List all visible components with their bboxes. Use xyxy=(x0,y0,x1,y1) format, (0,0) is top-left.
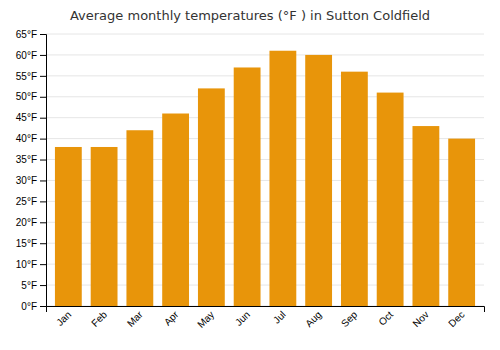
y-tick-mark xyxy=(40,55,46,56)
grid-line xyxy=(46,117,484,118)
bars xyxy=(55,51,475,306)
y-tick: 25°F xyxy=(16,196,46,207)
grid-line xyxy=(46,54,484,55)
x-tick: Mar xyxy=(125,308,145,328)
x-axis-line xyxy=(47,307,485,313)
y-tick-mark xyxy=(40,201,46,202)
y-tick-label: 45°F xyxy=(16,112,37,123)
x-tick-label: Jun xyxy=(233,309,252,328)
y-tick-label: 30°F xyxy=(16,175,37,186)
y-tick: 30°F xyxy=(16,175,46,186)
x-tick-label: Mar xyxy=(125,308,145,328)
x-tick: Jan xyxy=(54,309,73,328)
y-tick-mark xyxy=(40,97,46,98)
y-tick: 35°F xyxy=(16,154,46,165)
y-tick-label: 25°F xyxy=(16,196,37,207)
x-tick-label: Sep xyxy=(339,309,360,330)
bar xyxy=(341,72,368,306)
chart-container: Average monthly temperatures (°F ) in Su… xyxy=(0,0,500,350)
y-tick: 55°F xyxy=(16,71,46,82)
bar xyxy=(126,130,153,306)
bar xyxy=(412,126,439,306)
y-tick: 0°F xyxy=(21,301,46,312)
y-tick-mark xyxy=(40,34,46,35)
chart-title: Average monthly temperatures (°F ) in Su… xyxy=(70,8,430,23)
y-tick: 50°F xyxy=(16,91,46,102)
grid-line xyxy=(46,75,484,76)
y-tick-mark xyxy=(40,264,46,265)
y-tick-mark xyxy=(40,243,46,244)
y-tick-mark xyxy=(40,306,46,307)
y-tick-mark xyxy=(40,139,46,140)
bar xyxy=(162,114,189,306)
x-tick-label: Feb xyxy=(89,309,109,329)
y-axis-line xyxy=(40,35,47,307)
x-tick-label: Jan xyxy=(54,309,73,328)
y-tick: 5°F xyxy=(21,280,46,291)
x-tick: Jul xyxy=(271,309,288,326)
y-tick-label: 20°F xyxy=(16,217,37,228)
y-tick-mark xyxy=(40,222,46,223)
y-tick-label: 0°F xyxy=(21,301,37,312)
x-tick-label: Aug xyxy=(303,309,323,329)
grid-line xyxy=(46,34,484,35)
x-tick: Aug xyxy=(303,309,323,329)
grid-line xyxy=(46,96,484,97)
y-tick-label: 40°F xyxy=(16,133,37,144)
x-tick: May xyxy=(195,309,216,330)
y-tick-mark xyxy=(40,76,46,77)
x-tick: Sep xyxy=(339,309,360,330)
y-tick-mark xyxy=(40,285,46,286)
chart-svg: Average monthly temperatures (°F ) in Su… xyxy=(0,0,500,350)
bar xyxy=(377,93,404,306)
bar xyxy=(305,55,332,306)
x-tick-label: Nov xyxy=(410,309,430,329)
y-tick-mark xyxy=(40,160,46,161)
y-tick-label: 55°F xyxy=(16,71,37,82)
bar xyxy=(91,147,118,306)
plot-area: 0°F 5°F 10°F 15°F 20°F 25°F 30°F 35°F 40°F 45°F 50… xyxy=(16,29,485,330)
y-tick-mark xyxy=(40,180,46,181)
bar xyxy=(198,88,225,306)
y-tick-label: 50°F xyxy=(16,91,37,102)
y-tick-label: 5°F xyxy=(21,280,37,291)
x-tick-label: Dec xyxy=(446,309,466,329)
y-tick: 40°F xyxy=(16,133,46,144)
y-tick: 45°F xyxy=(16,112,46,123)
y-tick: 20°F xyxy=(16,217,46,228)
x-tick: Apr xyxy=(162,308,181,327)
y-tick-label: 10°F xyxy=(16,259,37,270)
x-tick: Feb xyxy=(89,309,109,329)
y-tick-label: 60°F xyxy=(16,50,37,61)
bar xyxy=(269,51,296,306)
grid xyxy=(46,34,484,306)
x-tick: Oct xyxy=(376,309,395,328)
x-tick: Dec xyxy=(446,309,466,329)
y-tick-label: 15°F xyxy=(16,238,37,249)
x-tick: Jun xyxy=(233,309,252,328)
bar xyxy=(55,147,82,306)
y-tick-mark xyxy=(40,118,46,119)
y-tick: 60°F xyxy=(16,50,46,61)
y-tick: 10°F xyxy=(16,259,46,270)
x-tick-label: Jul xyxy=(271,309,288,326)
x-tick-label: Apr xyxy=(162,308,181,327)
x-tick-label: May xyxy=(195,309,216,330)
x-tick-label: Oct xyxy=(376,309,395,328)
y-tick: 65°F xyxy=(16,29,46,40)
x-tick: Nov xyxy=(410,309,430,329)
x-axis: Jan Feb Mar Apr May Jun Jul Aug Sep Oct Nov Dec xyxy=(47,307,485,330)
y-tick: 15°F xyxy=(16,238,46,249)
y-tick-label: 65°F xyxy=(16,29,37,40)
y-axis: 0°F 5°F 10°F 15°F 20°F 25°F 30°F 35°F 40°F 45°F 50… xyxy=(16,29,47,312)
y-tick-label: 35°F xyxy=(16,154,37,165)
bar xyxy=(448,139,475,306)
bar xyxy=(234,67,261,306)
